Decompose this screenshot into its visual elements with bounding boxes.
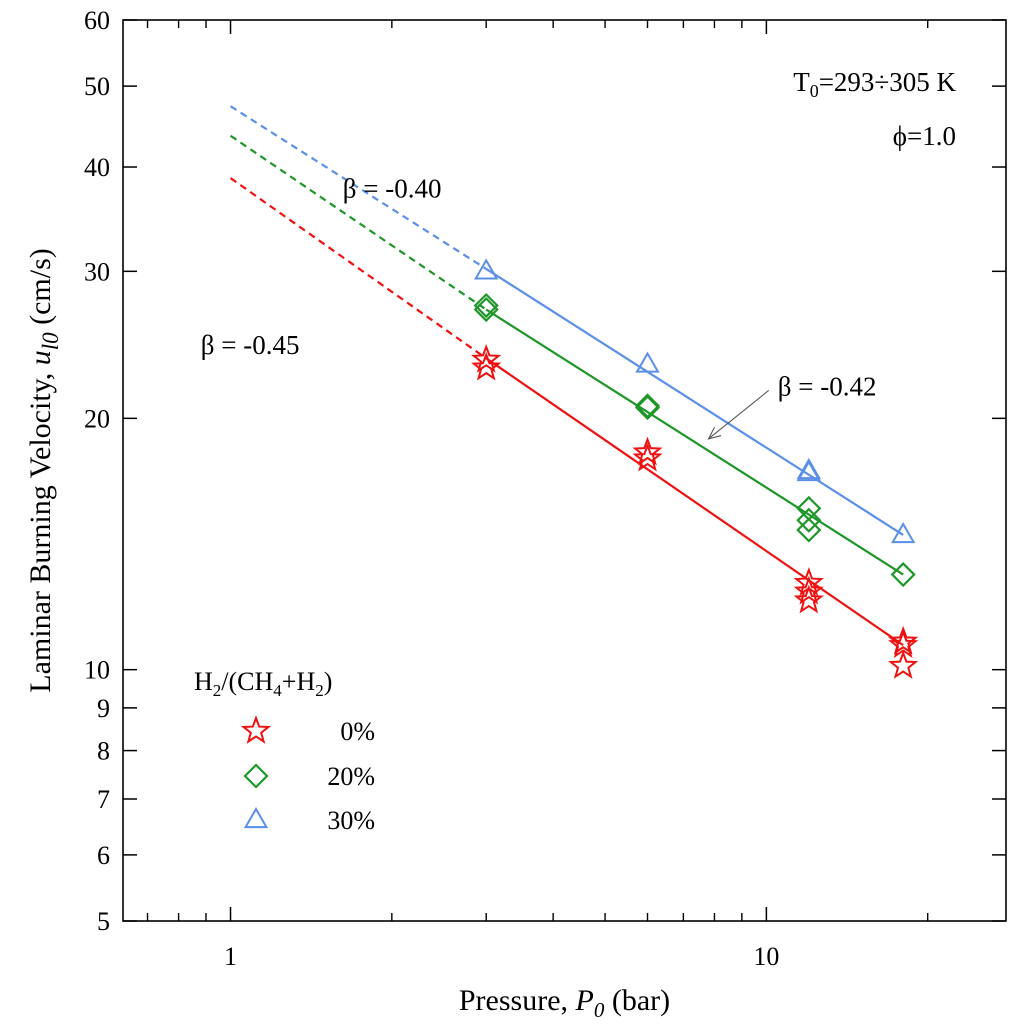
data-point	[796, 457, 821, 480]
data-point	[793, 584, 824, 614]
data-point	[473, 296, 499, 323]
data-point	[796, 517, 822, 543]
axis-ticks: 1 10 5 6 7 8 9 10 20 30 40 50 60	[84, 6, 1006, 971]
data-point	[632, 442, 663, 472]
annotation-arrow-head	[707, 427, 722, 440]
x-tick-label: 10	[753, 942, 779, 971]
data-point	[890, 521, 916, 544]
data-point	[796, 460, 821, 482]
y-axis-title: Laminar Burning Velocity, ul0 (cm/s)	[24, 248, 63, 692]
legend-marker	[243, 763, 269, 789]
fit-line-dashed	[229, 177, 487, 360]
equivalence-ratio: ϕ=1.0	[893, 121, 956, 151]
y-tick-label: 60	[84, 6, 110, 35]
data-point	[471, 351, 502, 381]
beta-annotation: β = -0.45	[201, 330, 300, 360]
data-point	[473, 292, 499, 319]
fit-line-solid	[485, 308, 904, 576]
y-tick-label: 20	[84, 404, 110, 433]
legend-marker	[243, 806, 269, 829]
data-point	[474, 258, 499, 280]
legend-label: 0%	[340, 717, 375, 746]
y-tick-label: 10	[84, 656, 110, 685]
y-tick-label: 8	[97, 737, 110, 766]
plot-frame	[122, 19, 1007, 922]
chart-text: Pressure, P0 (bar) Laminar Burning Veloci…	[24, 67, 956, 1022]
data-point	[890, 561, 916, 588]
data-point	[793, 575, 824, 605]
data-point	[635, 351, 660, 373]
fit-line-solid	[485, 267, 904, 536]
fit-line-solid	[485, 357, 904, 647]
x-tick-label: 1	[224, 942, 237, 971]
legend-title: H2/(CH4+H2)	[194, 667, 332, 700]
y-tick-label: 9	[97, 694, 110, 723]
data-point	[796, 507, 822, 533]
legend-marker	[240, 715, 272, 744]
fit-line-dashed	[229, 134, 487, 311]
y-tick-label: 40	[84, 153, 110, 182]
data-point	[471, 344, 502, 373]
y-tick-label: 5	[97, 907, 110, 936]
y-tick-label: 50	[84, 72, 110, 101]
beta-annotation: β = -0.40	[343, 173, 442, 203]
legend-label: 20%	[327, 762, 375, 791]
legend-label: 30%	[327, 806, 375, 835]
data-points	[471, 258, 919, 679]
beta-annotation: β = -0.42	[778, 372, 877, 402]
data-point	[634, 393, 661, 419]
fit-line-dashed	[229, 105, 487, 270]
data-point	[888, 625, 919, 655]
y-tick-label: 6	[97, 841, 110, 870]
fit-lines	[229, 105, 904, 647]
data-point	[634, 395, 661, 421]
x-axis-title: Pressure, P0 (bar)	[459, 984, 670, 1022]
temperature-condition: T0=293÷305 K	[793, 67, 956, 101]
annotation-arrow-line	[708, 390, 770, 440]
data-point	[888, 650, 919, 679]
y-tick-label: 7	[97, 785, 110, 814]
plot-frame-rect	[122, 19, 1007, 922]
data-point	[632, 436, 663, 466]
y-tick-label: 30	[84, 257, 110, 286]
legend: H2/(CH4+H2) 0% 20% 30%	[194, 667, 375, 835]
